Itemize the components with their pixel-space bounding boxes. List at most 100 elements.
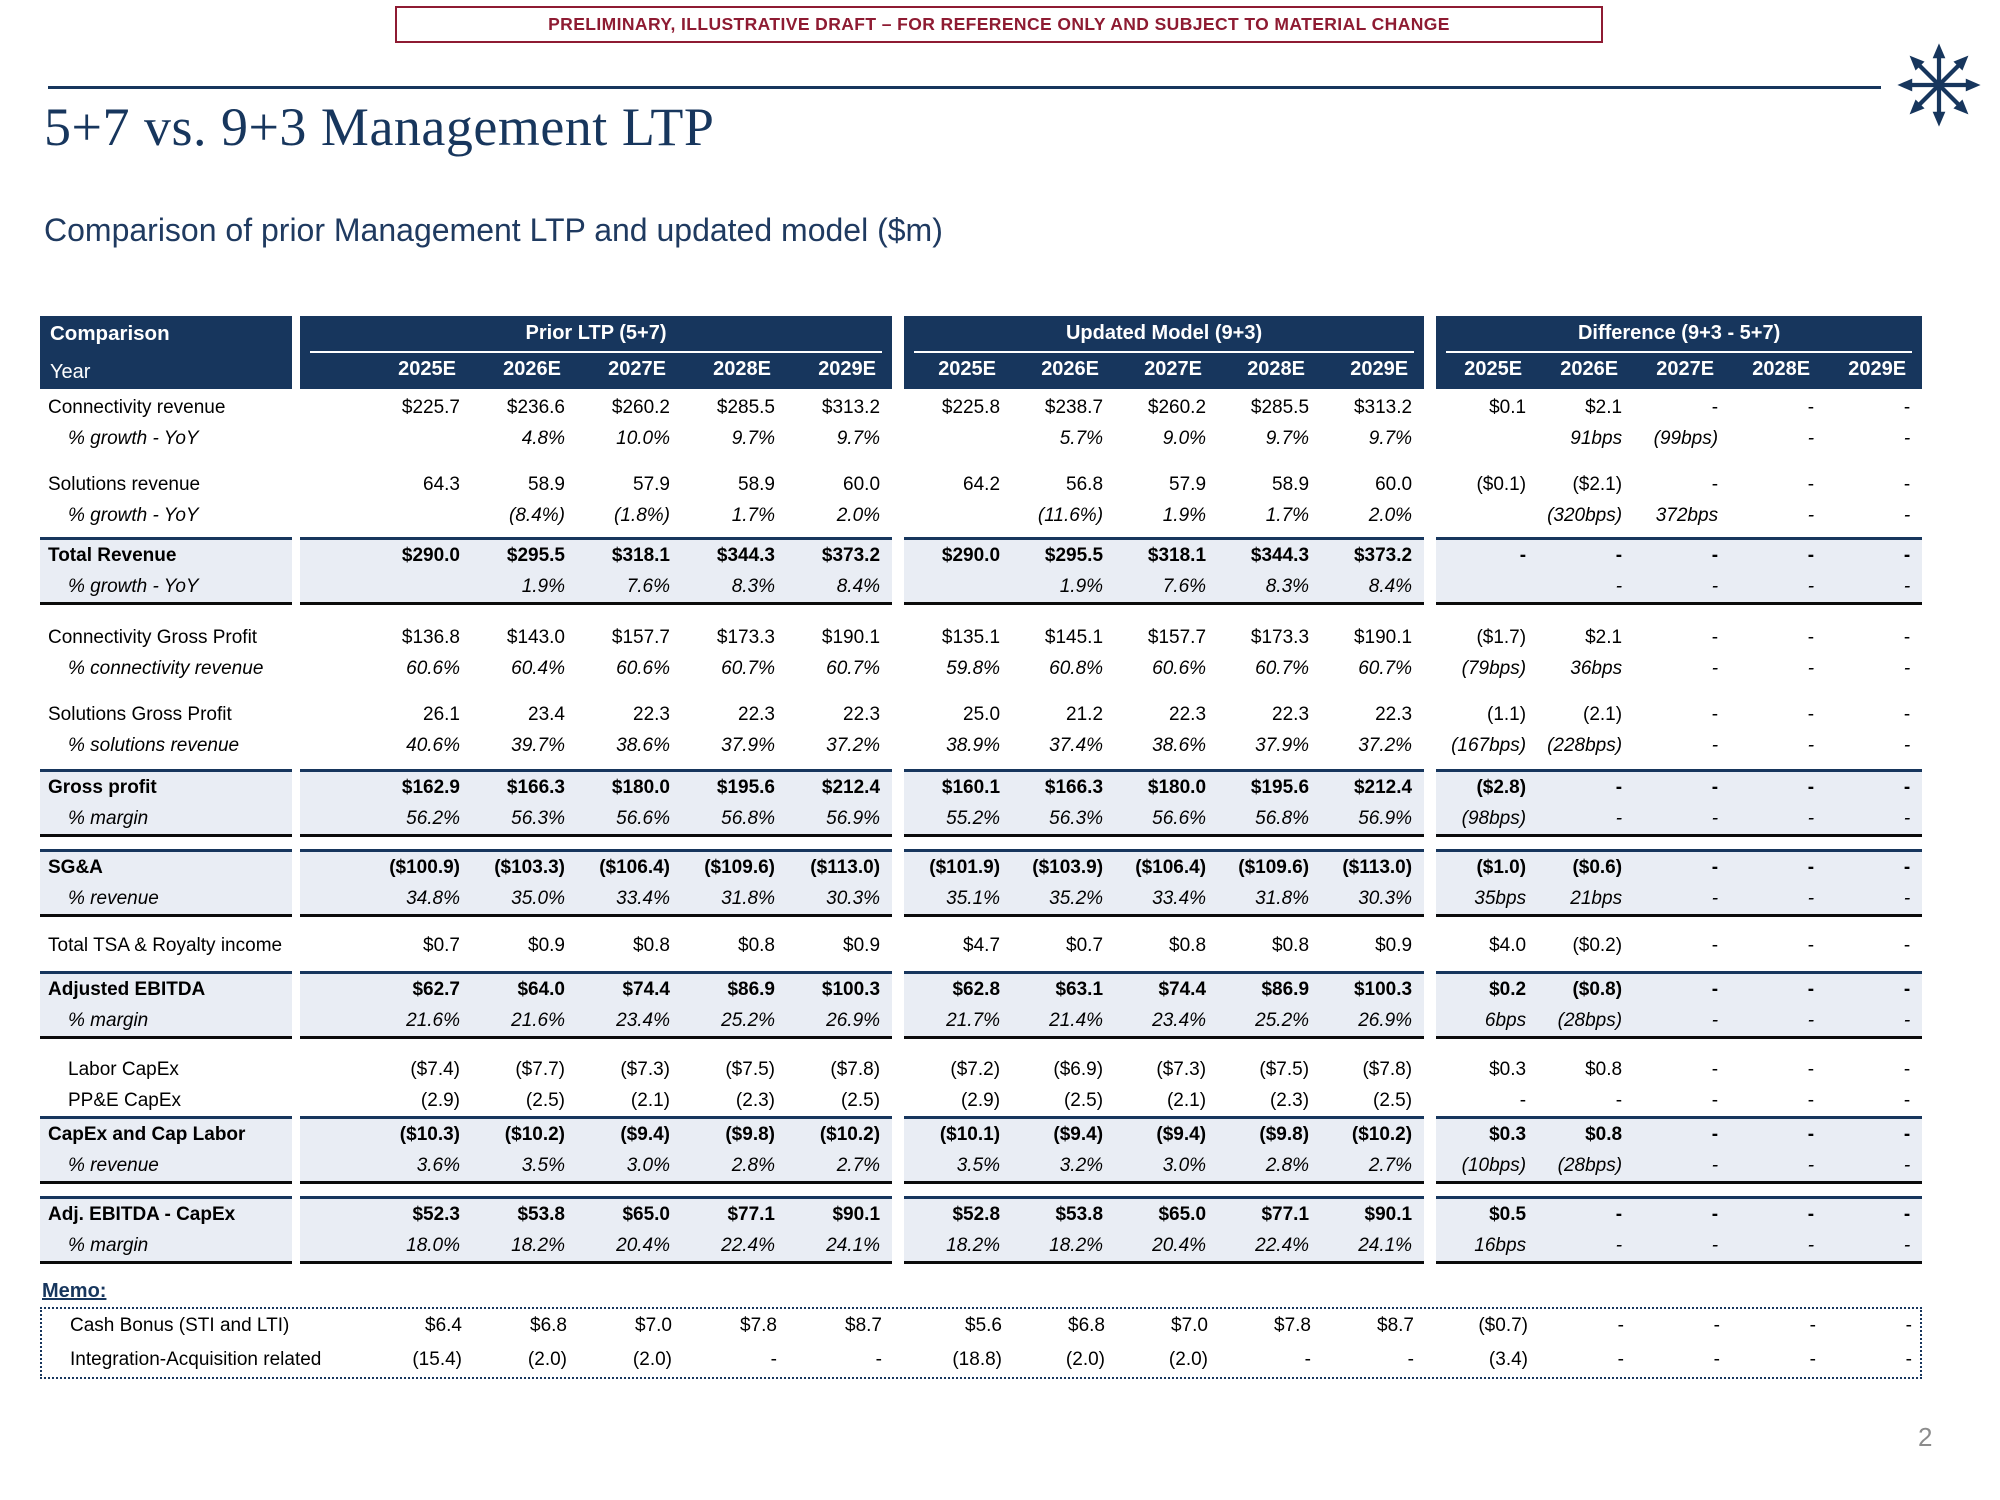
column-gap xyxy=(892,803,905,836)
cell-prior-2029E: $373.2 xyxy=(787,537,893,571)
cell-updated-2027E: 22.3 xyxy=(1169,704,1207,725)
memo-box: Cash Bonus (STI and LTI) $6.4 $6.8 $7.0 $7.8… xyxy=(40,1307,1922,1379)
row-label: PP&E CapEx xyxy=(68,1090,181,1111)
cell-prior-2028E: 25.2% xyxy=(682,1005,787,1039)
cell-diff-2026E: ($0.8) xyxy=(1538,971,1635,1005)
cell-updated-2028E: $7.8 xyxy=(1274,1315,1311,1336)
cell-diff-2026E: - xyxy=(1538,769,1635,803)
memo-table: Cash Bonus (STI and LTI) $6.4 $6.8 $7.0 $7.8… xyxy=(42,1309,1924,1377)
cell-diff-2028E: - xyxy=(1730,971,1827,1005)
cell-prior-2029E: 37.2% xyxy=(826,735,881,756)
cell-diff-2025E: 6bps xyxy=(1436,1005,1539,1039)
cell-prior-2029E: $313.2 xyxy=(821,397,881,418)
cell-updated-2026E: $53.8 xyxy=(1012,1196,1116,1230)
column-gap xyxy=(292,538,300,571)
column-gap xyxy=(892,850,905,883)
year-header: 2026E xyxy=(472,353,577,389)
cell-diff-2029E: - xyxy=(1903,935,1911,956)
cell-diff-2026E: - xyxy=(1617,1315,1624,1336)
cell-updated-2027E: 9.0% xyxy=(1162,428,1207,449)
cell-diff-2028E: - xyxy=(1807,627,1815,648)
row-label: Gross profit xyxy=(40,769,292,803)
cell-diff-2029E: - xyxy=(1903,474,1911,495)
memo-row: Integration-Acquisition related (15.4) (2.… xyxy=(42,1343,1924,1377)
column-gap xyxy=(1424,684,1437,730)
cell-updated-2027E: 38.6% xyxy=(1152,735,1207,756)
cell-prior-2025E: 26.1 xyxy=(423,704,460,725)
cell-diff-2025E xyxy=(1436,500,1538,531)
cell-diff-2027E: - xyxy=(1711,935,1719,956)
cell-updated-2027E: (2.0) xyxy=(1168,1349,1208,1370)
cell-prior-2025E: $52.3 xyxy=(300,1196,472,1230)
cell-diff-2025E: (3.4) xyxy=(1488,1349,1528,1370)
cell-prior-2028E: $285.5 xyxy=(716,397,775,418)
cell-prior-2029E: $190.1 xyxy=(821,627,881,648)
cell-prior-2028E: ($109.6) xyxy=(682,849,787,883)
cell-updated-2028E: 9.7% xyxy=(1265,428,1310,449)
cell-updated-2025E: 25.0 xyxy=(963,704,1001,725)
cell-updated-2028E: $285.5 xyxy=(1250,397,1310,418)
cell-prior-2027E: 23.4% xyxy=(577,1005,682,1039)
row-label: % growth - YoY xyxy=(40,571,292,605)
cell-diff-2025E: $4.0 xyxy=(1489,935,1527,956)
year-header: 2028E xyxy=(1730,353,1827,389)
comparison-label: Comparison xyxy=(50,322,170,345)
cell-updated-2025E: 55.2% xyxy=(904,803,1013,837)
cell-updated-2025E: $5.6 xyxy=(965,1315,1002,1336)
cell-updated-2027E: ($106.4) xyxy=(1115,849,1219,883)
cell-prior-2027E: (1.8%) xyxy=(614,505,670,526)
column-gap xyxy=(292,619,300,653)
cell-updated-2029E: $313.2 xyxy=(1353,397,1413,418)
cell-prior-2026E: 3.5% xyxy=(472,1150,577,1184)
cell-prior-2026E: (2.5) xyxy=(525,1090,565,1111)
cell-prior-2027E: 60.6% xyxy=(616,658,670,679)
cell-diff-2026E: $0.8 xyxy=(1585,1059,1623,1080)
cell-updated-2026E: (2.0) xyxy=(1065,1349,1105,1370)
cell-prior-2025E: 56.2% xyxy=(300,803,472,837)
cell-diff-2029E: - xyxy=(1826,769,1923,803)
column-gap xyxy=(892,730,905,761)
table-row: Total TSA & Royalty income $0.7 $0.9 $0.8 $0… xyxy=(40,927,1922,961)
column-gap xyxy=(892,883,905,916)
column-gap xyxy=(292,1150,300,1183)
cell-updated-2025E xyxy=(904,571,1013,605)
row-label: % solutions revenue xyxy=(68,735,240,756)
cell-diff-2025E: ($0.1) xyxy=(1476,474,1527,495)
cell-prior-2027E: 33.4% xyxy=(577,883,682,917)
cell-updated-2027E: 60.6% xyxy=(1152,658,1207,679)
cell-updated-2028E: - xyxy=(1304,1349,1311,1370)
cell-updated-2026E: $238.7 xyxy=(1044,397,1104,418)
cell-updated-2028E: 58.9 xyxy=(1272,474,1310,495)
column-gap xyxy=(892,684,905,730)
column-gap xyxy=(1426,1343,1438,1377)
cell-diff-2026E: $0.8 xyxy=(1538,1116,1635,1150)
group-header-diff: Difference (9+3 - 5+7) xyxy=(1436,316,1923,353)
table-row: Gross profit $162.9 $166.3 $180.0 $195.6 $212… xyxy=(40,769,1923,803)
section-spacer xyxy=(40,961,1923,973)
cell-prior-2027E: $74.4 xyxy=(577,971,682,1005)
cell-prior-2028E: 56.8% xyxy=(682,803,787,837)
cell-prior-2026E: ($7.7) xyxy=(515,1059,565,1080)
cell-updated-2028E: 22.3 xyxy=(1272,704,1310,725)
column-gap xyxy=(892,500,905,531)
cell-diff-2026E: - xyxy=(1538,1230,1635,1264)
year-header: 2029E xyxy=(1321,353,1425,389)
cell-prior-2025E: 40.6% xyxy=(406,735,460,756)
cell-prior-2026E: $53.8 xyxy=(472,1196,577,1230)
year-header: 2027E xyxy=(577,353,682,389)
cell-prior-2025E: $0.7 xyxy=(423,935,460,956)
group-header-prior: Prior LTP (5+7) xyxy=(300,316,893,353)
table-row: % growth - YoY 4.8% 10.0% 9.7% 9.7% 5.7% 9.0% 9… xyxy=(40,423,1922,454)
cell-prior-2029E: 22.3 xyxy=(843,704,881,725)
cell-diff-2027E: - xyxy=(1634,849,1731,883)
cell-diff-2025E: ($1.0) xyxy=(1436,849,1539,883)
cell-updated-2029E: $212.4 xyxy=(1321,769,1425,803)
cell-prior-2028E: $77.1 xyxy=(682,1196,787,1230)
column-gap xyxy=(292,454,300,500)
cell-diff-2027E: - xyxy=(1634,769,1731,803)
column-gap xyxy=(292,927,300,961)
cell-prior-2029E: $100.3 xyxy=(787,971,893,1005)
cell-diff-2029E: - xyxy=(1903,428,1911,449)
cell-updated-2027E: 1.9% xyxy=(1162,505,1207,526)
cell-updated-2029E: 60.7% xyxy=(1358,658,1413,679)
